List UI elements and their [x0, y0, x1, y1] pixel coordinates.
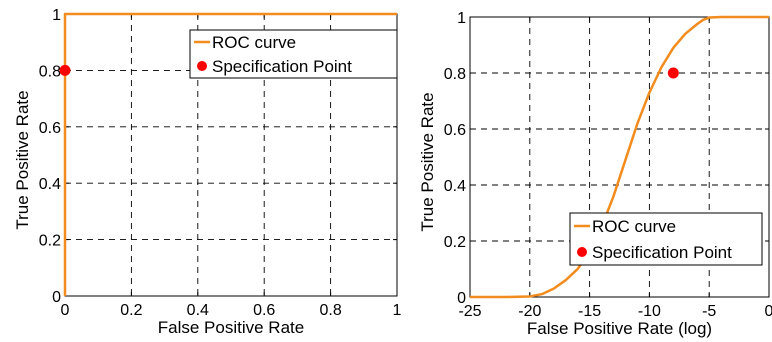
chart1-roc-curve: [63, 12, 397, 296]
chart1-ytick-label: 1: [52, 7, 61, 24]
chart1-xtick-label: 0: [61, 302, 70, 319]
chart2-xlabel: False Positive Rate (log): [527, 319, 712, 338]
chart2-xtick-label: -5: [702, 303, 716, 320]
chart1-ytick-label: 0.4: [39, 176, 61, 193]
chart1-xlabel: False Positive Rate: [158, 318, 304, 337]
chart2-xtick-label: -25: [458, 303, 481, 320]
chart2-xtick-label: -15: [578, 303, 601, 320]
chart1-xtick-label: 0.8: [319, 302, 341, 319]
chart1-xtick-label: 0.2: [120, 302, 142, 319]
chart1-legend-label: Specification Point: [212, 57, 352, 76]
chart2-ytick-label: 0.4: [444, 178, 466, 195]
chart1-ylabel: True Positive Rate: [13, 90, 32, 229]
chart2-legend-label: ROC curve: [592, 217, 676, 236]
chart2-ylabel: True Positive Rate: [418, 92, 437, 231]
chart1-ytick-label: 0.6: [39, 120, 61, 137]
chart2-legend-box: [569, 212, 763, 266]
chart1-ytick-label: 0.8: [39, 63, 61, 80]
chart2-legend: ROC curve Specification Point: [569, 212, 763, 266]
chart2: -25 -20 -15 -10 -5 0 0 0.2 0.4 0.6 0.8 1 False Posit…: [418, 10, 772, 338]
chart1-legend-box: [189, 29, 398, 79]
chart2-ytick-label: 0.8: [444, 66, 466, 83]
chart2-ytick-label: 1: [457, 10, 466, 27]
chart1-legend-label: ROC curve: [212, 33, 296, 52]
chart2-legend-swatch-point: [577, 247, 587, 257]
chart2-legend-label: Specification Point: [592, 243, 732, 262]
chart1-ytick-label: 0.2: [39, 233, 61, 250]
chart1-xtick-label: 0.4: [187, 302, 209, 319]
chart2-ytick-label: 0: [457, 290, 466, 307]
chart1-legend-swatch-point: [197, 61, 207, 71]
chart1-xtick-label: 0.6: [253, 302, 275, 319]
chart2-xtick-label: -20: [518, 303, 541, 320]
chart2-roc-curve: [470, 15, 769, 299]
chart2-xtick-label: 0: [765, 303, 772, 320]
chart2-xtick-label: -10: [638, 303, 661, 320]
chart1: 0 0.2 0.4 0.6 0.8 1 0 0.2 0.4 0.6 0.8 1 False Positi…: [13, 7, 402, 337]
chart1-legend: ROC curve Specification Point: [189, 29, 398, 79]
chart2-ytick-label: 0.6: [444, 122, 466, 139]
chart1-ytick-label: 0: [52, 289, 61, 306]
chart2-ytick-label: 0.2: [444, 234, 466, 251]
chart2-spec-point: [667, 67, 679, 79]
chart2-axes-box: [469, 16, 770, 298]
chart1-spec-point: [59, 64, 71, 76]
chart1-xtick-label: 1: [393, 302, 402, 319]
